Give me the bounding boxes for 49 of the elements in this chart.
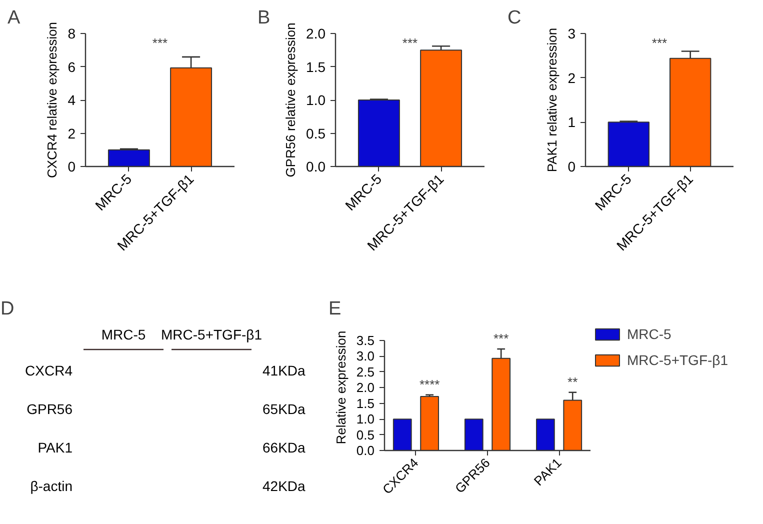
category-label: 65KDa (262, 401, 306, 417)
chart-title: E (328, 298, 342, 320)
y-tick-label: 1 (568, 114, 576, 130)
category-label: 41KDa (262, 362, 306, 378)
y-tick-label: 2 (68, 125, 76, 142)
y-tick-label: 0 (68, 158, 76, 174)
annotation: *** (652, 36, 668, 50)
category-label: β-actin (30, 478, 73, 494)
y-tick-label: 0.5 (306, 125, 326, 142)
y-axis-title: PAK1 relative expression (544, 28, 560, 172)
legend-label: MRC-5+TGF-β1 (627, 352, 728, 368)
y-tick-label: 0.0 (306, 158, 326, 174)
y-axis-title: CXCR4 relative expression (44, 22, 60, 178)
category-label: PAK1 (38, 440, 73, 456)
category-label: 42KDa (262, 478, 306, 494)
category-label: MRC-5 (101, 326, 146, 342)
chart-title: A (8, 8, 20, 28)
y-tick-label: 1.5 (356, 396, 375, 411)
y-axis-title: Relative expression (333, 330, 348, 444)
annotation: **** (419, 376, 440, 392)
legend-label: MRC-5 (627, 326, 672, 342)
chart-title: C (508, 8, 522, 28)
y-axis-title: GPR56 relative expression (283, 22, 298, 178)
category-label: CXCR4 (25, 362, 73, 378)
annotation: *** (402, 36, 418, 50)
category-label: 66KDa (262, 440, 306, 456)
y-tick-label: 1.0 (306, 92, 326, 108)
y-tick-label: 0 (568, 158, 576, 174)
y-tick-label: 3.5 (356, 333, 375, 348)
y-tick-label: 1.0 (356, 412, 375, 427)
y-tick-label: 2.0 (306, 26, 326, 42)
y-tick-label: 6 (68, 58, 76, 75)
y-tick-label: 4 (68, 92, 76, 108)
y-tick-label: 1.5 (306, 58, 326, 75)
y-tick-label: 0.5 (356, 427, 375, 442)
chart-title: B (258, 8, 270, 28)
y-tick-label: 2.5 (356, 364, 375, 380)
annotation: ** (568, 374, 578, 390)
category-label: GPR56 (26, 401, 73, 417)
y-tick-label: 3 (568, 26, 576, 42)
y-tick-label: 2 (568, 70, 576, 86)
text: D (0, 298, 14, 320)
y-tick-label: 8 (68, 26, 76, 42)
category-label: MRC-5+TGF-β1 (161, 326, 262, 342)
y-tick-label: 2.0 (356, 380, 375, 396)
annotation: *** (152, 36, 168, 50)
annotation: *** (494, 330, 509, 346)
y-tick-label: 0.0 (356, 443, 375, 458)
y-tick-label: 3.0 (356, 348, 375, 364)
